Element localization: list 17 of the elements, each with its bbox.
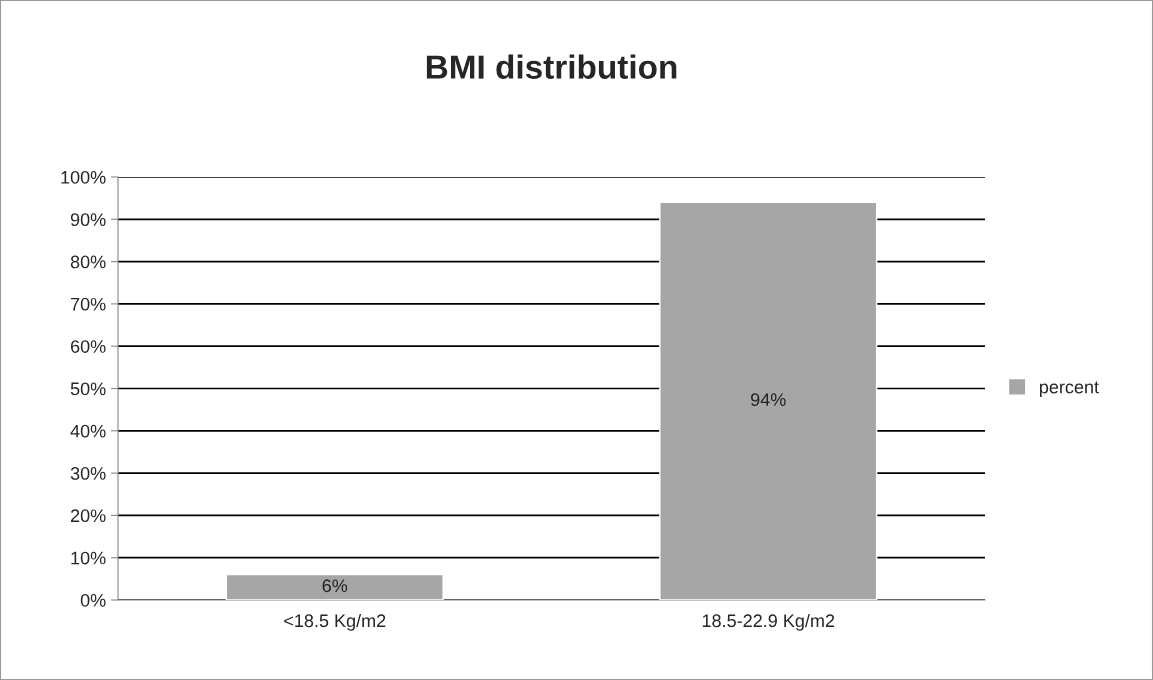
y-tick-label: 60% bbox=[70, 340, 106, 353]
y-tick-label: 10% bbox=[71, 551, 106, 565]
x-tick-label: 18.5-22.9 Kg/m2 bbox=[702, 613, 835, 631]
y-tick-label: 80% bbox=[70, 255, 106, 269]
y-tick-label: 30% bbox=[70, 467, 106, 480]
legend-label: percent bbox=[1039, 381, 1099, 397]
y-tick-label: 90% bbox=[70, 213, 106, 227]
data-label: 6% bbox=[322, 579, 348, 593]
y-tick-label: 20% bbox=[70, 509, 106, 523]
y-tick-label: 50% bbox=[70, 382, 106, 396]
data-label: 94% bbox=[751, 393, 786, 407]
y-tick-label: 100% bbox=[61, 170, 106, 184]
y-tick-label: 70% bbox=[70, 297, 106, 311]
chart-title: BMI distribution bbox=[426, 54, 677, 79]
x-tick-label: <18.5 Kg/m2 bbox=[284, 613, 386, 631]
y-tick-label: 40% bbox=[70, 424, 106, 438]
y-tick-label: 0% bbox=[80, 593, 106, 607]
